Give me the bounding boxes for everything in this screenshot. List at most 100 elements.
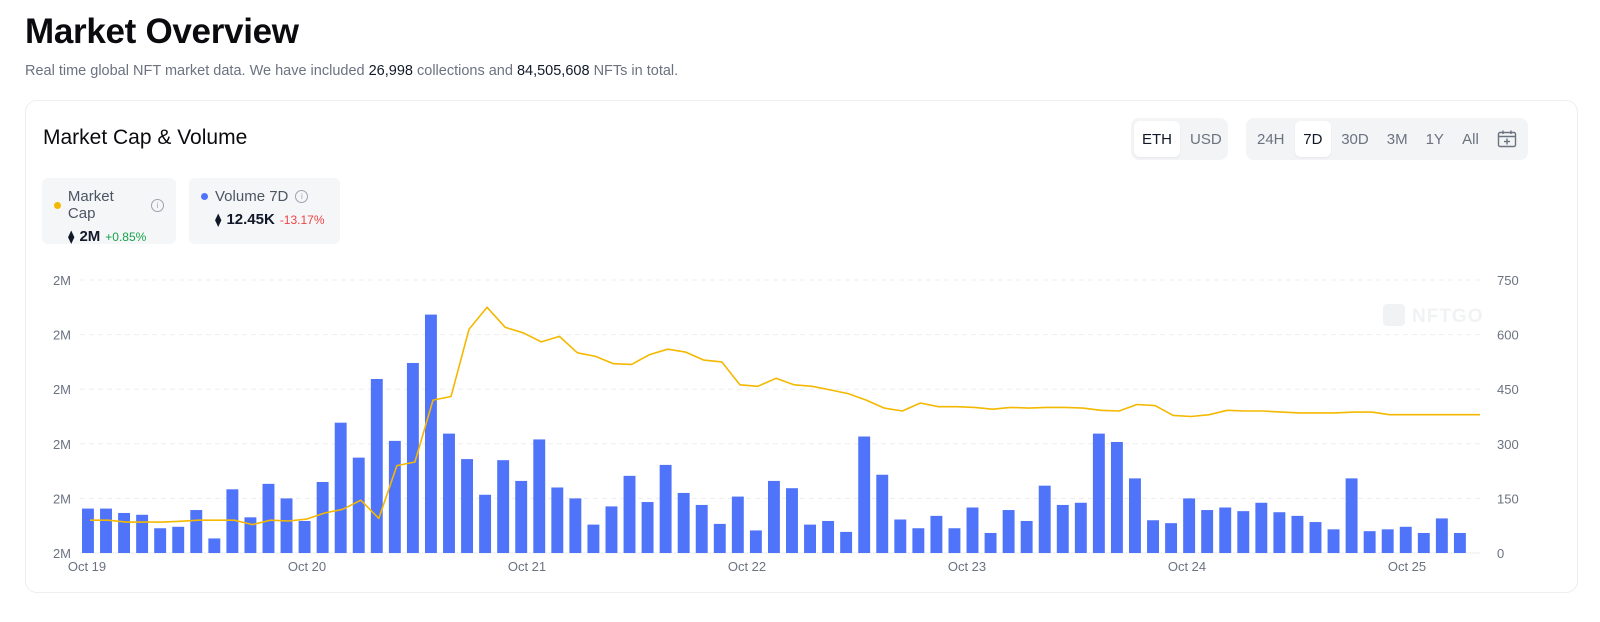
x-axis-tick-label: Oct 23 <box>948 559 986 574</box>
x-axis-tick-label: Oct 20 <box>288 559 326 574</box>
volume-bar <box>786 488 798 553</box>
volume-bar <box>605 506 618 553</box>
market-cap-dot <box>54 201 61 209</box>
legend-market-cap[interactable]: Market Cap i ⧫ 2M +0.85% <box>42 178 176 245</box>
volume-bar <box>858 436 871 553</box>
volume-bar <box>1165 523 1178 553</box>
volume-bar <box>930 515 943 553</box>
volume-bar <box>767 480 780 553</box>
volume-bar <box>262 483 275 553</box>
range-option-24h[interactable]: 24H <box>1257 130 1285 148</box>
volume-bar <box>388 440 401 553</box>
left-axis-tick-label: 2M <box>53 491 71 506</box>
volume-bar <box>1291 515 1304 553</box>
x-axis-tick-label: Oct 24 <box>1168 559 1206 574</box>
volume-bar <box>1381 529 1394 553</box>
volume-bar <box>731 496 744 553</box>
volume-bar <box>912 528 925 553</box>
nftgo-logo-icon <box>1383 304 1405 326</box>
volume-bar <box>316 482 329 553</box>
volume-bar <box>1092 433 1105 553</box>
x-axis-tick-label: Oct 22 <box>728 559 766 574</box>
collections-count: 26,998 <box>368 63 413 79</box>
volume-bar <box>1002 510 1015 553</box>
range-option-all[interactable]: All <box>1462 130 1479 148</box>
eth-icon: ⧫ <box>215 212 222 227</box>
left-axis-tick-label: 2M <box>53 273 71 288</box>
calendar-icon[interactable] <box>1489 121 1525 157</box>
range-option-7d[interactable]: 7D <box>1294 121 1332 157</box>
volume-bar <box>1129 478 1141 553</box>
page-subtitle: Real time global NFT market data. We hav… <box>25 63 678 79</box>
volume-bar <box>894 519 907 553</box>
info-icon[interactable]: i <box>151 198 164 212</box>
calendar-icon-svg <box>1497 130 1517 148</box>
volume-bar <box>172 526 185 553</box>
left-axis-tick-label: 2M <box>53 546 71 561</box>
legend-volume-label: Volume 7D <box>215 188 289 205</box>
legend-volume[interactable]: Volume 7D i ⧫ 12.45K -13.17% <box>189 178 340 244</box>
volume-bar <box>1183 498 1196 553</box>
currency-option-usd[interactable]: USD <box>1190 130 1222 148</box>
volume-bar <box>749 530 762 553</box>
range-option-3m[interactable]: 3M <box>1386 130 1408 148</box>
volume-bar <box>1435 518 1448 553</box>
volume-bar <box>406 362 419 553</box>
x-axis-tick-label: Oct 19 <box>68 559 106 574</box>
volume-bar <box>280 498 293 553</box>
page-title: Market Overview <box>25 12 299 51</box>
volume-bar <box>1399 526 1412 553</box>
volume-bar <box>298 520 311 553</box>
info-icon[interactable]: i <box>295 190 309 203</box>
right-axis-tick-label: 450 <box>1497 382 1519 397</box>
volume-bar <box>1110 441 1123 553</box>
volume-bar <box>533 439 546 553</box>
volume-value: 12.45K <box>226 211 275 228</box>
right-axis-tick-label: 300 <box>1497 437 1519 452</box>
nftgo-watermark: NFTGO <box>1412 306 1484 327</box>
legend-volume-header: Volume 7D i <box>201 188 328 205</box>
volume-bar <box>424 314 437 553</box>
right-axis-tick-label: 750 <box>1497 273 1519 288</box>
volume-bar <box>1327 529 1340 553</box>
volume-bar <box>1147 520 1159 553</box>
volume-bar <box>1363 531 1376 553</box>
volume-bar <box>1219 507 1232 553</box>
volume-bar <box>1255 502 1268 553</box>
volume-bar <box>443 433 455 553</box>
volume-bar <box>713 523 726 553</box>
left-axis-tick-label: 2M <box>53 437 71 452</box>
time-range-toggle: 24H 7D 30D 3M 1Y All <box>1246 118 1528 160</box>
volume-dot <box>201 193 208 200</box>
volume-bar <box>497 460 510 553</box>
left-axis-tick-label: 2M <box>53 382 71 397</box>
eth-icon: ⧫ <box>68 229 75 244</box>
right-axis-tick-label: 0 <box>1497 546 1504 561</box>
left-axis-tick-label: 2M <box>53 328 71 343</box>
x-axis-tick-label: Oct 21 <box>508 559 546 574</box>
volume-bar <box>82 508 94 553</box>
subtitle-text-1: Real time global NFT market data. We hav… <box>25 63 365 79</box>
nfts-count: 84,505,608 <box>516 63 590 79</box>
range-option-1y[interactable]: 1Y <box>1425 130 1444 148</box>
volume-bar <box>1201 510 1214 553</box>
currency-option-eth[interactable]: ETH <box>1134 121 1180 157</box>
volume-bar <box>623 475 636 553</box>
x-axis-tick-label: Oct 25 <box>1388 559 1426 574</box>
volume-bar <box>551 487 564 553</box>
market-cap-line <box>90 306 1480 526</box>
subtitle-text-2: collections and <box>417 63 513 79</box>
legend-market-cap-label: Market Cap <box>67 188 114 222</box>
volume-bar <box>1074 502 1087 553</box>
card-title: Market Cap & Volume <box>43 126 248 149</box>
range-option-30d[interactable]: 30D <box>1341 130 1369 148</box>
volume-bar <box>984 532 997 553</box>
volume-bar <box>515 480 528 553</box>
volume-bar <box>1056 504 1069 553</box>
volume-bar <box>479 494 492 553</box>
volume-bar <box>1237 511 1250 553</box>
volume-bar <box>334 422 347 553</box>
volume-bar <box>569 498 582 553</box>
volume-bar <box>1038 485 1051 553</box>
